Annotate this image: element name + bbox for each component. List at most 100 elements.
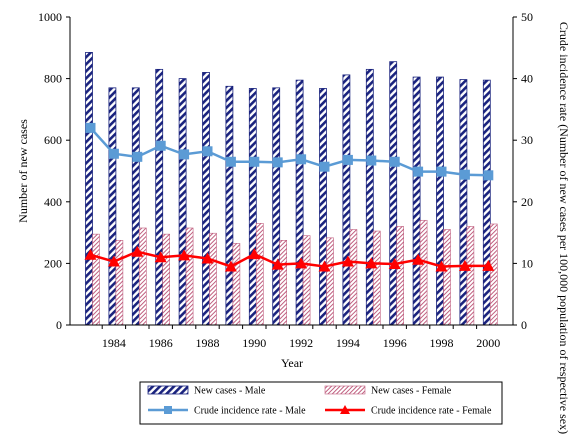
legend-item-2-swatch [324, 385, 366, 395]
female-rate-point-1985 [131, 245, 144, 257]
bar-female-1999 [466, 226, 475, 326]
male-rate-point-1998 [436, 166, 447, 177]
female-rate-point-1997 [412, 253, 425, 265]
female-rate-point-1992 [295, 257, 308, 269]
y2-axis-title: Crude incidence rate (Number of new case… [557, 22, 571, 434]
bar-male-1996 [389, 61, 398, 326]
bar-male-1990 [248, 88, 257, 326]
female-rate-point-1983 [84, 248, 97, 260]
male-rate-point-1993 [319, 161, 330, 172]
left-tick-label-400: 400 [44, 195, 62, 209]
bar-female-2000 [489, 223, 498, 326]
rate-lines [84, 122, 495, 272]
female-rate-line [90, 250, 489, 268]
bar-male-1991 [272, 87, 281, 326]
x-tick-label-1986: 1986 [149, 336, 173, 350]
legend-item-1-swatch [147, 385, 189, 395]
x-tick-label-1990: 1990 [242, 336, 266, 350]
male-rate-point-1992 [296, 154, 307, 165]
bar-male-1983 [85, 52, 93, 326]
x-tick-label-2000: 2000 [476, 336, 500, 350]
bar-female-1983 [92, 233, 100, 326]
female-bars [92, 219, 498, 326]
male-rate-point-1985 [132, 151, 143, 162]
legend-item-4-swatch-marker [340, 405, 350, 414]
male-rate-point-1988 [202, 146, 213, 157]
bar-male-1992 [295, 79, 304, 326]
right-axis-ticks: 0 10 20 30 40 50 [513, 10, 533, 332]
male-rate-point-1989 [225, 156, 236, 167]
x-tick-label-1988: 1988 [196, 336, 220, 350]
x-axis-title: Year [281, 356, 303, 370]
right-tick-label-0: 0 [521, 318, 527, 332]
bar-female-1986 [162, 233, 170, 326]
female-rate-point-1998 [435, 260, 448, 272]
male-rate-line [89, 127, 489, 177]
left-axis-ticks: 0 200 400 600 800 1000 [38, 10, 70, 332]
male-rate-point-2000 [483, 170, 494, 181]
male-rate-point-1983 [85, 122, 96, 133]
bar-male-1989 [225, 85, 234, 326]
bar-female-1992 [302, 235, 311, 326]
right-tick-label-20: 20 [521, 195, 533, 209]
bar-male-1988 [202, 72, 210, 326]
legend-item-4-label: Crude incidence rate - Female [371, 406, 492, 417]
left-tick-label-800: 800 [44, 72, 62, 86]
left-tick-label-200: 200 [44, 256, 62, 270]
right-tick-label-40: 40 [521, 72, 533, 86]
y-axis-title: Number of new cases [16, 119, 30, 223]
female-rate-point-2000 [482, 259, 495, 271]
male-rate-point-1990 [249, 156, 260, 167]
left-tick-label-0: 0 [56, 318, 62, 332]
male-rate-point-1991 [272, 157, 283, 168]
female-rate-point-1995 [365, 257, 378, 269]
bar-female-1994 [349, 229, 358, 326]
bar-male-1984 [108, 87, 117, 326]
axes [69, 17, 514, 326]
left-tick-label-600: 600 [44, 133, 62, 147]
bar-male-1987 [178, 78, 187, 326]
bar-female-1993 [326, 237, 334, 326]
x-axis-ticks: 1984 1986 1988 1990 1992 1994 1996 1998 2000 [101, 325, 500, 350]
x-tick-label-1998: 1998 [430, 336, 454, 350]
bar-male-1999 [459, 79, 468, 326]
bar-male-1997 [412, 76, 421, 326]
bar-female-1985 [139, 227, 147, 326]
bar-female-1997 [419, 219, 428, 326]
x-tick-label-1992: 1992 [289, 336, 313, 350]
x-tick-label-1984: 1984 [102, 336, 126, 350]
bar-female-1998 [443, 229, 451, 326]
bar-male-2000 [482, 79, 491, 326]
female-rate-point-1991 [271, 258, 284, 270]
female-rate-point-1994 [341, 255, 354, 267]
bar-female-1990 [255, 223, 264, 326]
female-rate-point-1990 [248, 248, 261, 260]
bar-male-1986 [155, 68, 164, 326]
bar-female-1995 [372, 230, 381, 326]
legend-item-3-swatch-marker [164, 406, 172, 414]
male-bars [85, 52, 491, 326]
male-rate-point-1987 [179, 149, 190, 160]
right-tick-label-10: 10 [521, 256, 533, 270]
female-rate-point-1988 [201, 252, 214, 264]
x-tick-label-1996: 1996 [383, 336, 407, 350]
bar-female-1991 [279, 240, 288, 326]
bar-female-1989 [232, 243, 241, 326]
male-rate-point-1994 [342, 154, 353, 165]
bar-male-1995 [365, 68, 374, 326]
bar-female-1987 [185, 227, 194, 326]
bar-female-1984 [115, 240, 124, 326]
bar-male-1985 [131, 87, 140, 326]
male-rate-point-1999 [459, 169, 470, 180]
female-rate-point-1993 [318, 260, 331, 272]
x-tick-label-1994: 1994 [336, 336, 360, 350]
legend-box [139, 381, 503, 425]
male-rate-point-1986 [155, 140, 166, 151]
bar-female-1996 [396, 226, 405, 326]
right-tick-label-50: 50 [521, 10, 533, 24]
legend-item-1-label: New cases - Male [194, 386, 266, 397]
female-rate-point-1999 [458, 259, 471, 271]
bar-male-1998 [436, 76, 444, 326]
bar-male-1994 [342, 74, 351, 326]
male-rate-point-1995 [366, 155, 377, 166]
